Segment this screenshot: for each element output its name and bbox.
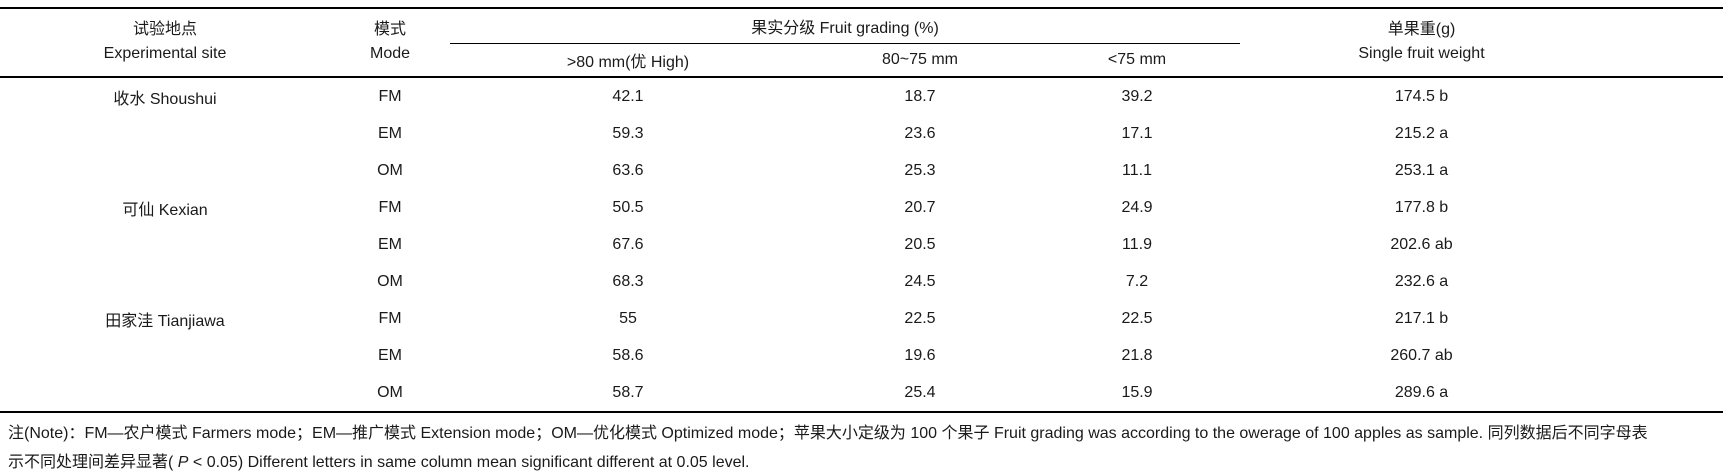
grading-mid-cell: 23.6 (904, 124, 936, 142)
weight-cell: 174.5 b (1394, 87, 1449, 105)
table-row: OM 63.6 25.3 11.1 253.1 a (0, 152, 1723, 189)
header-row-sub: >80 mm(优 High) 80~75 mm <75 mm (0, 43, 1723, 78)
table-row: EM 59.3 23.6 17.1 215.2 a (0, 115, 1723, 152)
grading-low-cell: 17.1 (1121, 124, 1153, 142)
site-cell (0, 263, 330, 300)
header-row-top: 试验地点 Experimental site 模式 Mode 果实分级 Frui… (0, 8, 1723, 78)
grading-mid-cell: 18.7 (904, 87, 936, 105)
note-line-2-post: < 0.05) Different letters in same column… (188, 454, 750, 471)
header-grading-high: >80 mm(优 High) (450, 43, 806, 78)
header-mode: 模式 Mode (330, 8, 450, 78)
table-row: 可仙 Kexian FM 50.5 20.7 24.9 177.8 b (0, 189, 1723, 226)
grading-high-cell: 59.3 (612, 124, 644, 142)
grading-mid-cell: 20.7 (904, 198, 936, 216)
header-mode-zh: 模式 (373, 20, 406, 38)
header-mode-en: Mode (369, 44, 411, 62)
weight-cell: 217.1 b (1394, 309, 1449, 327)
table-row: 收水 Shoushui FM 42.1 18.7 39.2 174.5 b (0, 77, 1723, 115)
grading-low-cell: 7.2 (1125, 272, 1149, 290)
weight-cell: 177.8 b (1394, 198, 1449, 216)
grading-mid-cell: 24.5 (904, 272, 936, 290)
table-row: 田家洼 Tianjiawa FM 55 22.5 22.5 217.1 b (0, 300, 1723, 337)
mode-cell: OM (377, 161, 403, 179)
weight-cell: 253.1 a (1394, 161, 1449, 179)
header-weight-en: Single fruit weight (1358, 44, 1485, 62)
header-site-en: Experimental site (103, 44, 227, 62)
table-row: OM 68.3 24.5 7.2 232.6 a (0, 263, 1723, 300)
grading-high-cell: 67.6 (612, 235, 644, 253)
site-cell (0, 374, 330, 412)
grading-mid-cell: 25.4 (904, 383, 936, 401)
grading-high-cell: 42.1 (612, 87, 644, 105)
header-weight-zh: 单果重(g) (1387, 20, 1456, 38)
header-site-zh: 试验地点 (132, 20, 197, 38)
note-line-2: 示不同处理间差异显著( P < 0.05) Different letters … (8, 448, 1715, 476)
weight-cell: 289.6 a (1394, 383, 1449, 401)
site-cell: 收水 Shoushui (113, 90, 217, 108)
grading-high-cell: 63.6 (612, 161, 644, 179)
mode-cell: FM (378, 87, 402, 105)
grading-low-cell: 15.9 (1121, 383, 1153, 401)
fruit-grading-table: 试验地点 Experimental site 模式 Mode 果实分级 Frui… (0, 7, 1723, 413)
weight-cell: 232.6 a (1394, 272, 1449, 290)
header-grading-mid: 80~75 mm (806, 43, 1034, 78)
mode-cell: EM (378, 124, 402, 142)
mode-cell: FM (378, 309, 402, 327)
grading-mid-cell: 22.5 (904, 309, 936, 327)
grading-low-cell: 11.9 (1122, 235, 1152, 253)
table-note: 注(Note)：FM—农户模式 Farmers mode；EM—推广模式 Ext… (8, 419, 1715, 476)
grading-high-cell: 58.7 (612, 383, 644, 401)
table-body: 收水 Shoushui FM 42.1 18.7 39.2 174.5 b EM… (0, 77, 1723, 412)
mode-cell: FM (378, 198, 402, 216)
table-row: EM 67.6 20.5 11.9 202.6 ab (0, 226, 1723, 263)
grading-low-cell: 11.1 (1122, 161, 1152, 179)
grading-mid-cell: 19.6 (904, 346, 936, 364)
mode-cell: EM (378, 346, 402, 364)
grading-low-cell: 21.8 (1121, 346, 1153, 364)
table-row: EM 58.6 19.6 21.8 260.7 ab (0, 337, 1723, 374)
grading-mid-cell: 20.5 (904, 235, 936, 253)
weight-cell: 260.7 ab (1390, 346, 1453, 364)
grading-high-cell: 55 (619, 309, 637, 327)
site-cell (0, 226, 330, 263)
table-row: OM 58.7 25.4 15.9 289.6 a (0, 374, 1723, 412)
grading-low-cell: 22.5 (1121, 309, 1153, 327)
grading-high-cell: 50.5 (612, 198, 644, 216)
mode-cell: EM (378, 235, 402, 253)
grading-high-cell: 58.6 (612, 346, 644, 364)
grading-low-cell: 24.9 (1121, 198, 1153, 216)
weight-cell: 202.6 ab (1390, 235, 1453, 253)
header-fruit-grading-group: 果实分级 Fruit grading (%) (450, 8, 1241, 44)
site-cell (0, 115, 330, 152)
grading-high-cell: 68.3 (612, 272, 644, 290)
header-single-fruit-weight: 单果重(g) Single fruit weight (1240, 8, 1723, 78)
grading-low-cell: 39.2 (1121, 87, 1153, 105)
mode-cell: OM (377, 383, 403, 401)
site-cell: 可仙 Kexian (122, 201, 208, 219)
weight-cell: 215.2 a (1394, 124, 1449, 142)
site-cell (0, 337, 330, 374)
site-cell: 田家洼 Tianjiawa (105, 312, 225, 330)
header-experimental-site: 试验地点 Experimental site (0, 8, 330, 78)
site-cell (0, 152, 330, 189)
paper-page: 试验地点 Experimental site 模式 Mode 果实分级 Frui… (0, 7, 1723, 476)
note-p-symbol: P (177, 454, 189, 471)
header-grading-low: <75 mm (1034, 43, 1241, 78)
mode-cell: OM (377, 272, 403, 290)
note-line-2-pre: 示不同处理间差异显著( (8, 454, 178, 471)
grading-mid-cell: 25.3 (904, 161, 936, 179)
note-line-1: 注(Note)：FM—农户模式 Farmers mode；EM—推广模式 Ext… (8, 425, 1648, 442)
table-header: 试验地点 Experimental site 模式 Mode 果实分级 Frui… (0, 8, 1723, 78)
